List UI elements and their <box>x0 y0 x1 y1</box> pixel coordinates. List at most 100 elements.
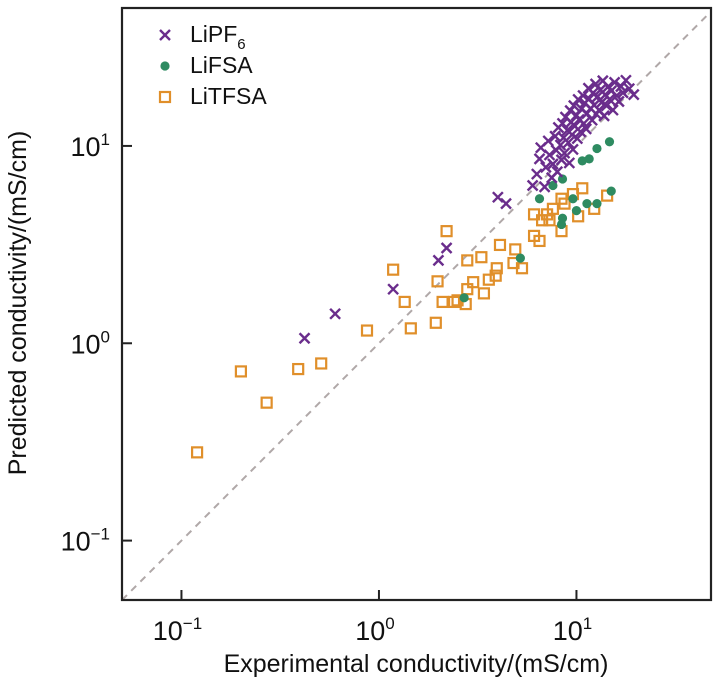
litfsa-point <box>467 276 480 289</box>
lifsa-point <box>459 293 469 303</box>
lipf6-point <box>551 165 564 178</box>
litfsa-point <box>576 182 589 195</box>
litfsa-point <box>477 287 491 300</box>
lipf6-point <box>562 136 575 149</box>
litfsa-point <box>315 357 328 370</box>
lipf6-point <box>586 114 598 127</box>
litfsa-point <box>292 362 305 376</box>
lipf6-point <box>571 132 584 145</box>
lifsa-point <box>606 186 616 196</box>
lifsa-point <box>604 137 615 147</box>
litfsa-point <box>387 263 400 276</box>
litfsa-point <box>234 365 248 378</box>
lipf6-point <box>620 74 632 87</box>
lipf6-point <box>600 99 613 112</box>
legend-item-lifsa: LiFSA <box>160 52 253 78</box>
lipf6-point <box>617 86 629 99</box>
legend-label-litfsa: LiTFSA <box>190 83 267 109</box>
lipf6-point <box>603 93 616 106</box>
lipf6-point <box>580 123 593 135</box>
x-tick-label: 100 <box>355 614 395 646</box>
lipf6-point <box>607 104 619 116</box>
lipf6-point <box>543 149 556 161</box>
litfsa-point <box>543 214 556 227</box>
legend-marker <box>159 29 171 41</box>
lipf6-point <box>554 139 567 151</box>
lifsa-point <box>571 206 582 216</box>
lipf6-point <box>500 197 512 210</box>
lipf6-point <box>608 76 621 89</box>
lifsa-point <box>534 194 545 204</box>
legend-item-litfsa: LiTFSA <box>158 83 267 109</box>
lifsa-point <box>582 199 592 209</box>
lipf6-point <box>563 157 576 169</box>
lipf6-point <box>598 110 610 122</box>
axis-ticks: 10−1 100 101 10−1 100 101 <box>61 130 593 646</box>
x-tick-label: 10−1 <box>153 614 202 646</box>
litfsa-point <box>490 262 503 275</box>
litfsa-point <box>440 225 453 238</box>
lipf6-point <box>547 158 559 170</box>
litfsa-point <box>533 234 546 248</box>
litfsa-point <box>546 202 560 215</box>
litfsa-point <box>190 446 204 459</box>
lifsa-point <box>515 253 525 263</box>
litfsa-point <box>436 295 449 309</box>
x-tick-label: 101 <box>553 614 593 646</box>
legend: LiPF6 LiFSA LiTFSA <box>158 21 267 109</box>
x-axis-title: Experimental conductivity/(mS/cm) <box>224 650 609 678</box>
lifsa-point <box>592 143 602 154</box>
lipf6-point <box>526 179 539 192</box>
legend-circle-marker <box>160 61 170 71</box>
lipf6-point <box>432 254 445 267</box>
litfsa-point <box>509 243 522 256</box>
litfsa-point <box>558 197 571 210</box>
lipf6-point <box>440 242 453 254</box>
lipf6-point <box>567 143 579 156</box>
lipf6-point <box>540 161 552 174</box>
litfsa-point <box>404 322 417 335</box>
y-tick-label: 101 <box>70 130 110 162</box>
litfsa-point <box>429 316 442 329</box>
lipf6-point <box>627 88 640 101</box>
legend-item-lipf6: LiPF6 <box>159 21 246 53</box>
lipf6-point <box>533 153 546 165</box>
y-axis-title: Predicted conductivity/(mS/cm) <box>4 131 32 476</box>
litfsa-point <box>489 269 502 282</box>
plot-frame <box>120 6 713 602</box>
lipf6-point <box>558 147 571 159</box>
legend-label-lipf6: LiPF6 <box>190 21 246 53</box>
lipf6-point <box>567 99 580 112</box>
litfsa-point <box>447 295 461 309</box>
y-tick-label: 100 <box>70 327 110 359</box>
litfsa-point <box>398 295 411 309</box>
lipf6-point <box>542 135 555 147</box>
lifsa-point <box>557 213 568 223</box>
lipf6-point <box>574 125 587 138</box>
litfsa-point <box>360 324 374 337</box>
lipf6-point <box>298 332 311 345</box>
legend-label-lifsa: LiFSA <box>190 52 253 78</box>
lifsa-point <box>568 194 578 204</box>
lifsa-point <box>557 174 568 184</box>
lipf6-point <box>613 95 625 108</box>
data-points <box>190 74 640 459</box>
legend-marker <box>160 61 170 71</box>
lipf6-point <box>555 154 568 166</box>
lipf6-point <box>538 181 551 193</box>
lipf6-point <box>492 191 504 204</box>
litfsa-point <box>475 251 488 264</box>
lifsa-point <box>577 156 587 166</box>
y-tick-label: 10−1 <box>61 525 110 557</box>
legend-square-marker <box>158 90 172 104</box>
lipf6-point <box>387 283 399 296</box>
legend-marker <box>158 90 172 104</box>
lipf6-point <box>530 168 543 180</box>
litfsa-point <box>260 396 273 409</box>
litfsa-point <box>515 262 529 275</box>
lifsa-point <box>584 154 594 164</box>
lifsa-point <box>548 180 558 191</box>
litfsa-point <box>461 254 474 267</box>
lifsa-point <box>592 199 602 209</box>
